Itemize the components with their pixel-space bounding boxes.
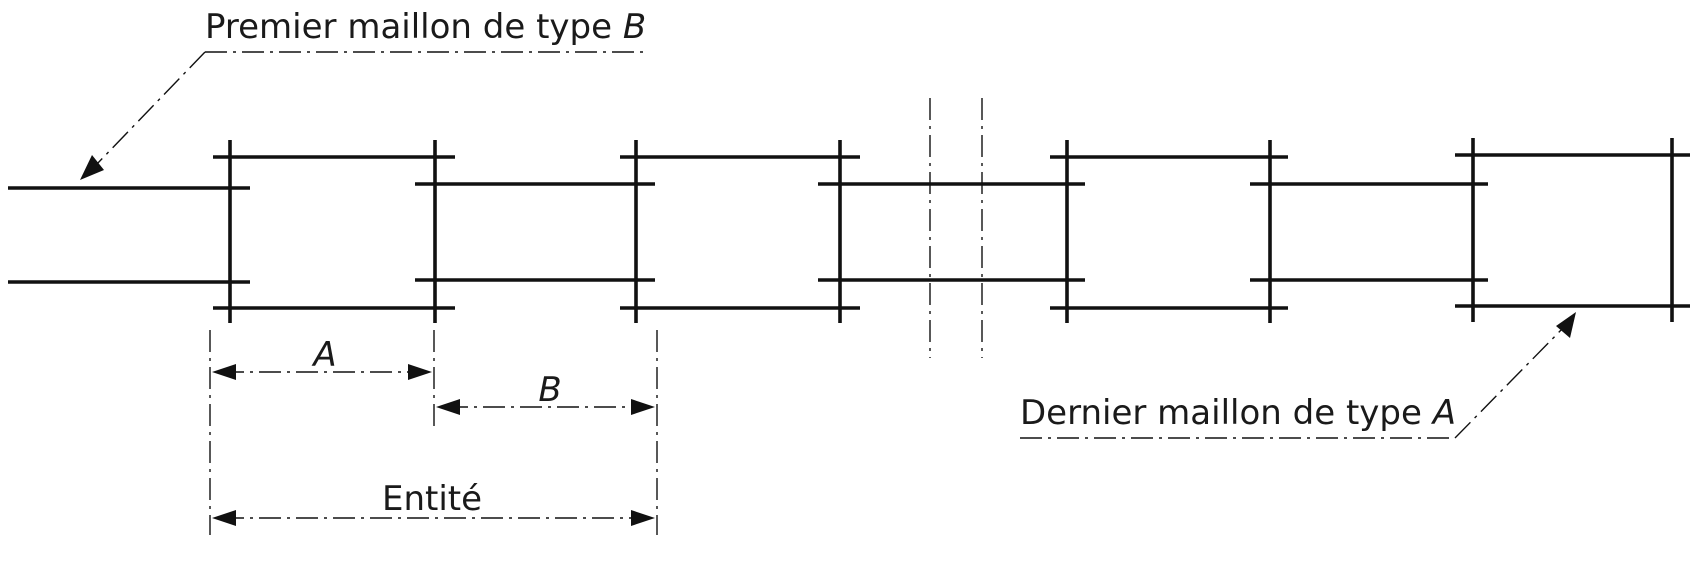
arrowhead-right-icon [408,364,432,380]
dimension-a-label: A [311,335,336,375]
leader-arrowhead-icon [1556,312,1576,338]
chain-link-6 [1250,182,1488,282]
chain-break-indicator [929,98,983,358]
leader-arrowhead-icon [80,155,104,180]
dimension-entity: Entité [212,479,655,526]
arrowhead-left-icon [212,364,236,380]
chain-link-7 [1455,138,1690,322]
callout-first-link: Premier maillon de type B [80,7,648,180]
arrowhead-right-icon [631,399,655,415]
dimension-extension-lines [209,330,658,535]
chain-link-1 [213,140,455,323]
arrowhead-right-icon [631,510,655,526]
dimension-a: A [212,335,432,380]
callout-last-link-label: Dernier maillon de type A [1020,393,1456,433]
dimension-b: B [436,370,655,415]
dimension-b-label: B [538,370,561,410]
dimension-entity-label: Entité [382,479,482,519]
arrowhead-left-icon [212,510,236,526]
callout-first-link-label: Premier maillon de type B [205,7,646,47]
chain-link-4 [818,182,1085,282]
chain [8,98,1690,358]
chain-stub-start [8,186,250,284]
arrowhead-left-icon [436,399,460,415]
chain-link-3 [620,140,860,323]
chain-link-5 [1050,140,1288,323]
callout-last-link: Dernier maillon de type A [1020,312,1576,439]
chain-link-2 [415,182,655,282]
